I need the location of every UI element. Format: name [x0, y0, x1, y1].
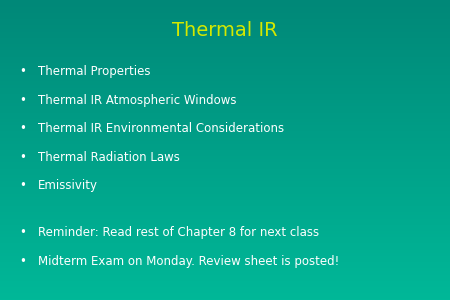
Text: •: •	[19, 179, 26, 193]
Text: Thermal IR Environmental Considerations: Thermal IR Environmental Considerations	[38, 122, 284, 136]
Text: •: •	[19, 94, 26, 107]
Text: Thermal IR Atmospheric Windows: Thermal IR Atmospheric Windows	[38, 94, 237, 107]
Text: Thermal Properties: Thermal Properties	[38, 65, 151, 79]
Text: Emissivity: Emissivity	[38, 179, 98, 193]
Text: •: •	[19, 65, 26, 79]
Text: •: •	[19, 226, 26, 239]
Text: Reminder: Read rest of Chapter 8 for next class: Reminder: Read rest of Chapter 8 for nex…	[38, 226, 320, 239]
Text: •: •	[19, 151, 26, 164]
Text: Thermal Radiation Laws: Thermal Radiation Laws	[38, 151, 180, 164]
Text: •: •	[19, 254, 26, 268]
Text: •: •	[19, 122, 26, 136]
Text: Midterm Exam on Monday. Review sheet is posted!: Midterm Exam on Monday. Review sheet is …	[38, 254, 339, 268]
Text: Thermal IR: Thermal IR	[172, 21, 278, 40]
